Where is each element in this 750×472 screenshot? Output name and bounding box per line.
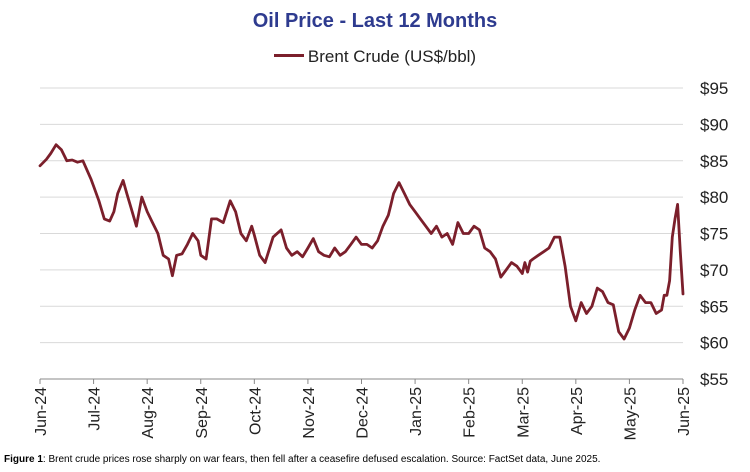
y-tick-label: $85 [700,152,728,171]
x-tick-label: Oct-24 [247,387,264,435]
caption-text: : Brent crude prices rose sharply on war… [42,454,601,465]
y-tick-label: $70 [700,261,728,280]
y-tick-label: $60 [700,334,728,353]
x-tick-label: Aug-24 [140,387,157,439]
caption-label: Figure 1 [4,454,43,465]
y-tick-label: $95 [700,79,728,98]
x-tick-label: Jun-25 [676,387,693,436]
x-tick-label: Jul-24 [87,387,104,431]
x-tick-label: Mar-25 [515,387,532,438]
y-tick-label: $75 [700,225,728,244]
legend: Brent Crude (US$/bbl) [0,47,750,67]
y-tick-label: $65 [700,297,728,316]
x-tick-label: Dec-24 [355,387,372,439]
x-tick-label: Sep-24 [194,387,211,439]
y-tick-label: $80 [700,188,728,207]
legend-label: Brent Crude (US$/bbl) [307,47,477,66]
x-tick-label: Feb-25 [462,387,479,438]
x-tick-label: May-25 [622,387,639,440]
x-tick-label: Nov-24 [301,387,318,439]
legend-swatch [273,54,304,58]
series-line-brent-crude [38,143,685,341]
y-tick-label: $90 [700,115,728,134]
x-tick-label: Jun-24 [33,387,50,436]
figure-caption: Figure 1: Brent crude prices rose sharpl… [4,454,600,465]
x-tick-label: Apr-25 [569,387,586,435]
chart-title: Oil Price - Last 12 Months [252,10,498,32]
y-tick-label: $55 [700,370,728,389]
x-tick-label: Jan-25 [408,387,425,436]
